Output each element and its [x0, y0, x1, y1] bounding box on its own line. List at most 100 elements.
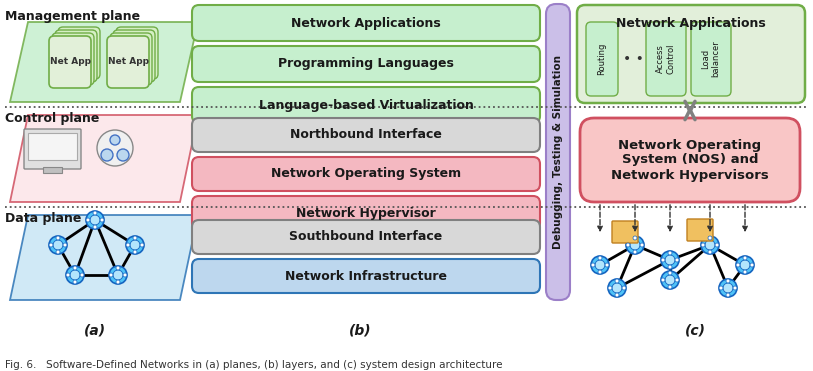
- FancyBboxPatch shape: [192, 196, 540, 230]
- Text: (b): (b): [349, 323, 372, 337]
- Text: Northbound Interface: Northbound Interface: [290, 128, 442, 141]
- Circle shape: [56, 250, 60, 254]
- FancyBboxPatch shape: [646, 22, 686, 96]
- Circle shape: [675, 278, 679, 282]
- Circle shape: [701, 236, 719, 254]
- Circle shape: [743, 256, 747, 260]
- FancyBboxPatch shape: [52, 33, 94, 85]
- Circle shape: [622, 286, 626, 290]
- Circle shape: [73, 266, 77, 270]
- Circle shape: [612, 283, 622, 293]
- Text: Network Operating
System (NOS) and
Network Hypervisors: Network Operating System (NOS) and Netwo…: [611, 138, 769, 181]
- Circle shape: [668, 271, 672, 275]
- Circle shape: [53, 240, 63, 250]
- Circle shape: [66, 273, 70, 277]
- Circle shape: [49, 243, 53, 247]
- Circle shape: [733, 286, 737, 290]
- Circle shape: [598, 256, 602, 260]
- Circle shape: [109, 273, 113, 277]
- Circle shape: [719, 286, 723, 290]
- FancyBboxPatch shape: [49, 36, 91, 88]
- Circle shape: [726, 279, 730, 283]
- Circle shape: [93, 225, 97, 229]
- Text: Fig. 6.   Software-Defined Networks in (a) planes, (b) layers, and (c) system de: Fig. 6. Software-Defined Networks in (a)…: [5, 360, 502, 370]
- Circle shape: [133, 250, 137, 254]
- Circle shape: [80, 273, 84, 277]
- Text: Control plane: Control plane: [5, 112, 99, 125]
- Circle shape: [605, 263, 609, 267]
- Text: Programming Languages: Programming Languages: [278, 58, 454, 70]
- Circle shape: [701, 243, 705, 247]
- Circle shape: [133, 236, 137, 240]
- Text: Language-based Virtualization: Language-based Virtualization: [259, 98, 473, 112]
- FancyBboxPatch shape: [691, 22, 731, 96]
- Circle shape: [668, 285, 672, 289]
- Circle shape: [630, 240, 640, 250]
- FancyBboxPatch shape: [687, 219, 713, 241]
- FancyBboxPatch shape: [192, 87, 540, 123]
- Circle shape: [116, 280, 120, 284]
- Circle shape: [740, 260, 750, 270]
- Circle shape: [63, 243, 67, 247]
- Circle shape: [126, 236, 144, 254]
- Circle shape: [633, 250, 637, 254]
- Circle shape: [73, 280, 77, 284]
- Circle shape: [608, 279, 626, 297]
- Circle shape: [598, 270, 602, 274]
- Text: • •: • •: [623, 52, 643, 66]
- Circle shape: [726, 293, 730, 297]
- Polygon shape: [10, 22, 198, 102]
- Text: Routing: Routing: [598, 43, 606, 75]
- Text: Access
Control: Access Control: [656, 44, 676, 74]
- FancyBboxPatch shape: [24, 129, 81, 169]
- Circle shape: [665, 255, 675, 265]
- Circle shape: [719, 279, 737, 297]
- Circle shape: [708, 250, 712, 254]
- Circle shape: [116, 266, 120, 270]
- Circle shape: [736, 256, 754, 274]
- Text: Network Infrastructure: Network Infrastructure: [285, 269, 447, 282]
- Text: Net App: Net App: [50, 58, 90, 66]
- Circle shape: [633, 236, 637, 240]
- Circle shape: [591, 263, 595, 267]
- Circle shape: [113, 270, 123, 280]
- Circle shape: [661, 278, 665, 282]
- Circle shape: [595, 260, 605, 270]
- FancyBboxPatch shape: [107, 36, 149, 88]
- Circle shape: [665, 275, 675, 285]
- FancyBboxPatch shape: [58, 27, 100, 79]
- Circle shape: [668, 265, 672, 269]
- Text: Load
balancer: Load balancer: [702, 41, 720, 78]
- Circle shape: [66, 266, 84, 284]
- Circle shape: [640, 243, 644, 247]
- Text: Southbound Interface: Southbound Interface: [289, 230, 442, 243]
- Text: Management plane: Management plane: [5, 10, 140, 23]
- Text: Data plane: Data plane: [5, 212, 81, 225]
- FancyBboxPatch shape: [192, 5, 540, 41]
- FancyBboxPatch shape: [546, 4, 570, 300]
- Circle shape: [110, 135, 120, 145]
- Circle shape: [736, 263, 740, 267]
- Circle shape: [140, 243, 144, 247]
- Circle shape: [705, 240, 715, 250]
- Circle shape: [109, 266, 127, 284]
- Text: Net App: Net App: [107, 58, 149, 66]
- Circle shape: [130, 240, 140, 250]
- Text: (a): (a): [84, 323, 106, 337]
- Circle shape: [615, 279, 619, 283]
- FancyBboxPatch shape: [55, 30, 97, 82]
- Text: Network Operating System: Network Operating System: [271, 167, 461, 181]
- Circle shape: [675, 258, 679, 262]
- Circle shape: [591, 256, 609, 274]
- Circle shape: [56, 236, 60, 240]
- Circle shape: [708, 236, 712, 240]
- FancyBboxPatch shape: [192, 157, 540, 191]
- Polygon shape: [10, 115, 198, 202]
- Circle shape: [661, 258, 665, 262]
- Polygon shape: [10, 215, 198, 300]
- Circle shape: [93, 211, 97, 215]
- FancyBboxPatch shape: [580, 118, 800, 202]
- Text: (c): (c): [685, 323, 706, 337]
- Circle shape: [100, 218, 104, 222]
- Circle shape: [117, 149, 129, 161]
